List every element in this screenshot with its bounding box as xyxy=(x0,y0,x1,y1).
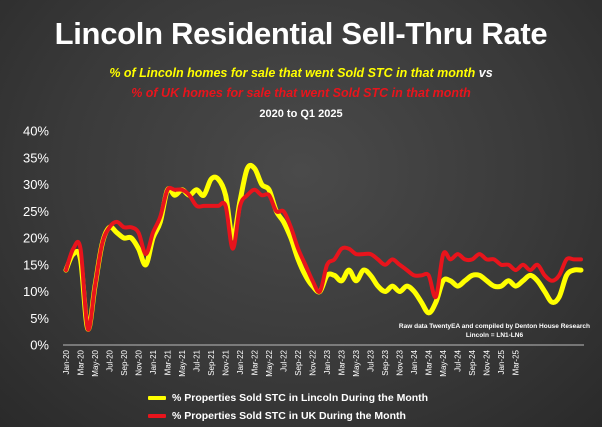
chart-subtitle-lincoln: % of Lincoln homes for sale that went So… xyxy=(0,66,602,80)
x-tick-label: Jan-21 xyxy=(149,349,158,374)
legend-label-lincoln: % Properties Sold STC in Lincoln During … xyxy=(172,392,429,404)
y-tick-label: 30% xyxy=(23,177,49,192)
x-tick-label: Jul-23 xyxy=(367,349,376,371)
x-tick-label: Sep-23 xyxy=(381,349,390,375)
legend-label-uk: % Properties Sold STC in UK During the M… xyxy=(172,410,406,422)
x-tick-label: Jul-22 xyxy=(280,349,289,371)
x-tick-label: Nov-21 xyxy=(222,349,231,375)
x-tick-label: Sep-20 xyxy=(120,349,129,375)
y-tick-label: 5% xyxy=(30,311,49,326)
x-tick-label: Jan-25 xyxy=(497,349,506,374)
y-tick-label: 10% xyxy=(23,284,49,299)
x-tick-label: May-22 xyxy=(265,349,274,376)
y-tick-label: 25% xyxy=(23,204,49,219)
x-tick-label: Jan-23 xyxy=(323,349,332,374)
x-tick-label: Nov-22 xyxy=(309,349,318,375)
subtitle-lincoln-text: % of Lincoln homes for sale that went So… xyxy=(109,66,476,80)
x-tick-label: Jul-20 xyxy=(106,349,115,371)
legend: % Properties Sold STC in Lincoln During … xyxy=(148,389,428,425)
legend-item-lincoln: % Properties Sold STC in Lincoln During … xyxy=(148,389,428,407)
x-tick-label: Nov-23 xyxy=(396,349,405,375)
x-tick-label: Mar-23 xyxy=(338,349,347,375)
chart-title: Lincoln Residential Sell-Thru Rate xyxy=(54,16,548,51)
x-tick-label: May-24 xyxy=(439,349,448,376)
x-tick-label: Mar-25 xyxy=(512,349,521,375)
legend-item-uk: % Properties Sold STC in UK During the M… xyxy=(148,407,428,425)
y-tick-label: 35% xyxy=(23,150,49,165)
x-tick-label: May-21 xyxy=(178,349,187,376)
y-axis: 0% 5% 10% 15% 20% 25% 30% 35% 40% xyxy=(23,124,49,353)
source-note-line1: Raw data TwentyEA and compiled by Denton… xyxy=(398,323,590,330)
x-tick-label: Jul-24 xyxy=(454,349,463,371)
x-tick-label: Sep-22 xyxy=(294,349,303,375)
chart-period: 2020 to Q1 2025 xyxy=(259,108,343,120)
source-note: Raw data TwentyEA and compiled by Denton… xyxy=(399,322,590,340)
x-tick-label: Nov-24 xyxy=(483,349,492,375)
y-tick-label: 15% xyxy=(23,257,49,272)
legend-swatch-lincoln xyxy=(148,396,166,400)
series-line-uk xyxy=(64,185,583,332)
subtitle-vs: vs xyxy=(478,66,493,80)
y-tick-label: 0% xyxy=(30,338,49,353)
x-tick-label: Nov-20 xyxy=(135,349,144,375)
x-tick-label: May-20 xyxy=(91,349,100,376)
chart-subtitle-uk: % of UK homes for sale that went Sold ST… xyxy=(131,86,471,100)
x-axis: Jan-20 Mar-20 May-20 Jul-20 Sep-20 Nov-20 Jan-… xyxy=(62,344,584,377)
source-note-line2: Lincoln = LN1-LN6 xyxy=(465,332,524,339)
x-tick-label: Jan-20 xyxy=(62,349,71,374)
x-tick-label: Jan-24 xyxy=(410,349,419,374)
x-tick-label: Mar-24 xyxy=(425,349,434,375)
x-tick-label: Sep-21 xyxy=(207,349,216,375)
y-tick-label: 40% xyxy=(23,124,49,139)
x-tick-label: Jan-22 xyxy=(236,349,245,374)
y-tick-label: 20% xyxy=(23,231,49,246)
x-tick-label: Jul-21 xyxy=(193,349,202,371)
x-tick-label: Sep-24 xyxy=(468,349,477,375)
legend-swatch-uk xyxy=(148,414,166,418)
x-tick-label: Mar-21 xyxy=(164,349,173,375)
x-tick-label: Mar-22 xyxy=(251,349,260,375)
x-tick-label: May-23 xyxy=(352,349,361,376)
x-tick-label: Mar-20 xyxy=(77,349,86,375)
series-lines xyxy=(63,162,584,332)
